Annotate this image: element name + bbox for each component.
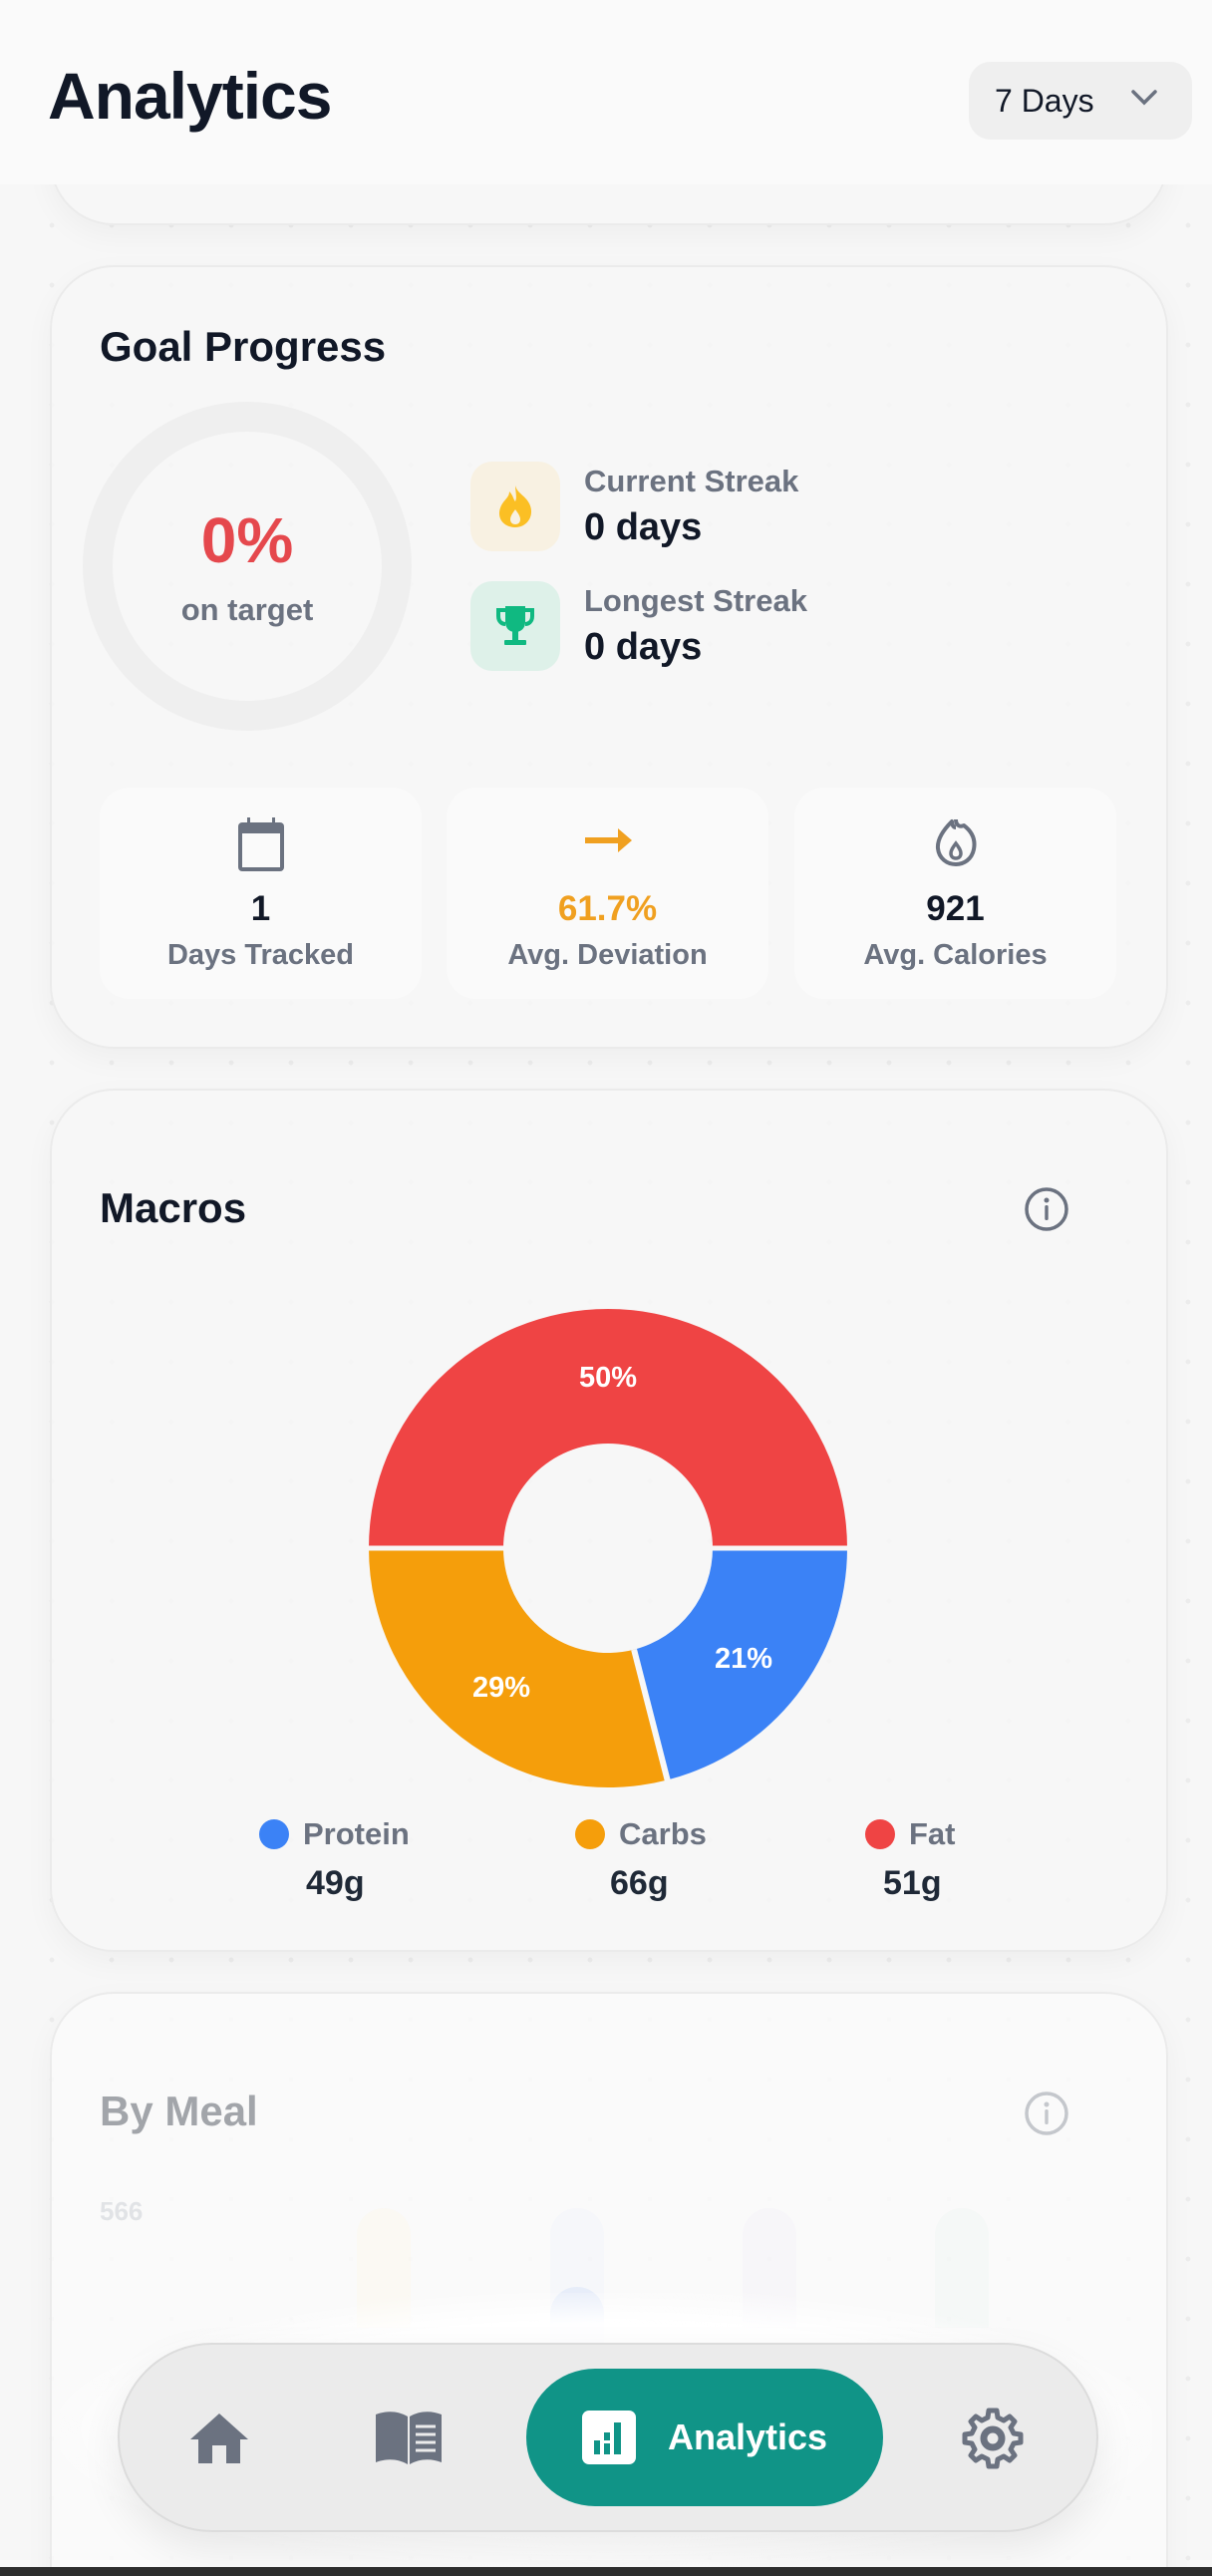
legend-fat-label: Fat	[909, 1816, 956, 1851]
system-bottom-bar	[0, 2567, 1212, 2576]
by-meal-title: By Meal	[100, 2088, 258, 2134]
protein-grams: 49g	[306, 1864, 365, 1902]
current-streak-value: 0 days	[584, 506, 703, 548]
nav-analytics-button[interactable]: Analytics	[526, 2369, 883, 2506]
fat-dot-icon	[865, 1819, 895, 1849]
on-target-percent: 0%	[200, 504, 294, 576]
avg-deviation-label: Avg. Deviation	[507, 939, 708, 971]
arrow-right-icon	[584, 828, 632, 852]
nav-analytics-label: Analytics	[667, 2416, 828, 2457]
longest-streak-value: 0 days	[584, 626, 703, 668]
longest-streak-badge	[470, 581, 560, 671]
protein-dot-icon	[259, 1819, 289, 1849]
fat-slice-label: 50%	[578, 1362, 638, 1394]
protein-slice	[634, 1548, 847, 1780]
page-header: Analytics 7 Days	[0, 0, 1212, 184]
macros-info-icon[interactable]	[1023, 1185, 1070, 1233]
nav-settings-button[interactable]	[943, 2389, 1043, 2488]
days-tracked-label: Days Tracked	[166, 939, 354, 971]
fat-grams: 51g	[883, 1864, 942, 1902]
days-tracked-value: 1	[250, 889, 271, 928]
longest-streak-label: Longest Streak	[584, 583, 807, 618]
macros-title: Macros	[100, 1184, 247, 1231]
stat-avg-calories: 921 Avg. Calories	[794, 788, 1116, 999]
carbs-slice	[368, 1548, 668, 1788]
by-meal-y-tick: 566	[100, 2196, 144, 2226]
carbs-dot-icon	[575, 1819, 605, 1849]
flame-icon	[498, 485, 532, 527]
protein-slice-label: 21%	[714, 1643, 773, 1675]
legend-fat: Fat	[865, 1816, 956, 1852]
carbs-slice-label: 29%	[471, 1672, 531, 1704]
flame-outline-icon	[935, 818, 976, 866]
legend-carbs-label: Carbs	[619, 1816, 707, 1851]
fat-slice	[369, 1309, 847, 1548]
avg-calories-label: Avg. Calories	[863, 939, 1048, 971]
by-meal-info-icon[interactable]	[1023, 2090, 1070, 2137]
stat-avg-deviation: 61.7% Avg. Deviation	[447, 788, 768, 999]
current-streak-badge	[470, 462, 560, 551]
macros-card	[50, 1089, 1168, 1952]
home-icon	[190, 2414, 248, 2463]
chevron-down-icon	[1131, 90, 1157, 106]
legend-protein: Protein	[259, 1816, 410, 1852]
legend-protein-label: Protein	[303, 1816, 410, 1851]
bar-chart-icon	[581, 2411, 636, 2464]
stat-days-tracked: 1 Days Tracked	[100, 788, 422, 999]
gear-icon	[962, 2408, 1024, 2469]
nav-journal-button[interactable]	[359, 2389, 458, 2488]
page-title: Analytics	[48, 59, 332, 133]
on-target-label: on target	[180, 592, 314, 627]
bottom-nav: Analytics	[118, 2343, 1098, 2532]
trophy-icon	[496, 606, 534, 645]
calendar-icon	[237, 817, 284, 871]
date-range-value: 7 Days	[995, 82, 1094, 119]
carbs-grams: 66g	[610, 1864, 669, 1902]
nav-home-button[interactable]	[169, 2389, 269, 2488]
avg-calories-value: 921	[926, 889, 985, 928]
current-streak-label: Current Streak	[584, 464, 799, 498]
macros-donut-chart	[367, 1309, 849, 1788]
avg-deviation-value: 61.7%	[557, 889, 658, 928]
goal-progress-title: Goal Progress	[100, 323, 387, 370]
legend-carbs: Carbs	[575, 1816, 707, 1852]
date-range-dropdown[interactable]: 7 Days	[969, 62, 1192, 140]
book-icon	[376, 2412, 442, 2464]
